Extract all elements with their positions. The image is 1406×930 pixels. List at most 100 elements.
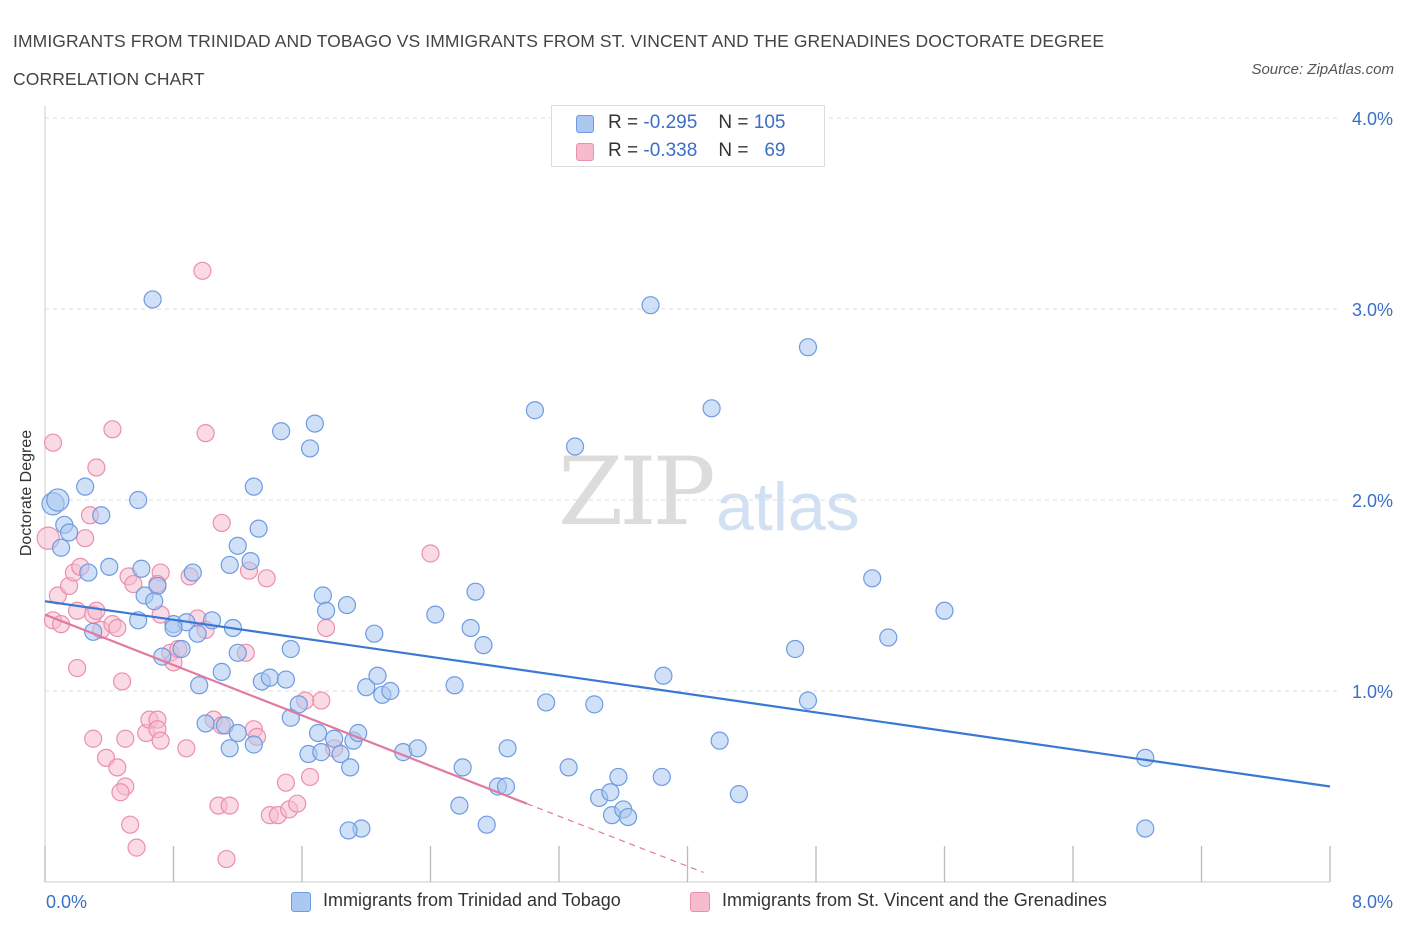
trinidad-point — [337, 595, 357, 615]
trinidad-point — [331, 744, 350, 764]
trinidad-point — [1136, 748, 1155, 767]
trinidad-point — [652, 767, 671, 787]
trinidad-point — [220, 555, 239, 575]
trinidad-point — [46, 488, 70, 512]
x-tick-label: 8.0% — [1352, 892, 1393, 912]
st-vincent-point — [212, 513, 231, 533]
trinidad-point — [76, 477, 95, 496]
trinidad-point — [525, 401, 545, 420]
st-vincent-point — [421, 544, 440, 563]
trinidad-point — [879, 628, 898, 647]
trinidad-point — [190, 676, 209, 695]
st-vincent-point — [300, 767, 320, 787]
trinidad-point — [145, 592, 164, 611]
st-vincent-point — [196, 424, 215, 443]
st-vincent-point — [116, 729, 135, 748]
legend-n-label: N = — [718, 140, 749, 161]
trinidad-point — [641, 296, 660, 315]
st-vincent-point — [127, 838, 146, 857]
trinidad-point — [260, 668, 279, 687]
trinidad-point — [79, 563, 98, 582]
trinidad-point — [559, 758, 578, 777]
trinidad-point — [132, 559, 151, 578]
trinidad-point — [935, 601, 954, 620]
y-tick-label: 1.0% — [1352, 682, 1393, 702]
trinidad-point — [798, 691, 818, 710]
tick-labels: 1.0% 2.0% 3.0% 4.0% 0.0% 8.0% — [46, 109, 1393, 912]
legend-r-value-2: -0.338 — [643, 140, 698, 161]
trinidad-point — [381, 681, 400, 701]
st-vincent-point — [121, 815, 140, 834]
series-trinidad-points — [41, 290, 1155, 840]
x-tick-label: 0.0% — [46, 892, 87, 912]
trinidad-point — [100, 557, 119, 576]
trinidad-point — [537, 693, 556, 712]
trinidad-point — [59, 523, 79, 542]
bottom-legend-label-st-vincent: Immigrants from St. Vincent and the Gren… — [722, 890, 1107, 910]
trinidad-point — [228, 643, 247, 662]
bottom-legend-label-trinidad: Immigrants from Trinidad and Tobago — [323, 890, 621, 910]
trinidad-point — [325, 729, 344, 748]
st-vincent-point — [76, 529, 95, 548]
trinidad-point — [129, 490, 148, 510]
watermark-atlas: atlas — [716, 469, 860, 545]
trinidad-point — [585, 695, 604, 714]
st-vincent-point — [103, 420, 122, 439]
st-vincent-point — [220, 796, 239, 815]
st-vincent-point — [217, 849, 236, 869]
bottom-legend-swatch-blue — [291, 892, 311, 912]
trinidad-point — [450, 796, 469, 815]
trinidad-point — [188, 624, 207, 643]
trinidad-point — [228, 723, 247, 743]
y-tick-label: 4.0% — [1352, 109, 1393, 129]
chart-title: IMMIGRANTS FROM TRINIDAD AND TOBAGO VS I… — [13, 31, 1105, 89]
y-tick-label: 3.0% — [1352, 300, 1393, 320]
legend-n-label: N = — [718, 112, 749, 133]
st-vincent-point — [108, 758, 127, 777]
trinidad-point — [51, 538, 71, 557]
trinidad-point — [729, 785, 749, 804]
bottom-legend-swatch-pink — [690, 892, 710, 912]
st-vincent-point — [124, 574, 143, 594]
trinidad-point — [143, 290, 162, 309]
st-vincent-point — [151, 731, 170, 750]
st-vincent-point — [257, 569, 276, 588]
legend-r-label: R = — [608, 112, 639, 133]
trinidad-point — [289, 695, 308, 714]
legend-swatch-blue — [576, 115, 594, 133]
st-vincent-point — [288, 794, 307, 813]
trinidad-point — [798, 338, 818, 357]
trinidad-point — [305, 414, 324, 433]
trinidad-point — [609, 767, 628, 787]
trinidad-point — [863, 569, 882, 588]
st-vincent-point — [87, 601, 106, 620]
trinidad-point — [316, 601, 336, 620]
st-vincent-point — [276, 773, 296, 792]
trinidad-point — [244, 735, 263, 754]
trinidad-point — [312, 743, 331, 762]
trinidad-point — [368, 666, 387, 685]
trinidad-point — [220, 739, 239, 758]
st-vincent-point — [312, 691, 331, 710]
trinidad-point — [461, 618, 480, 638]
trinidad-point — [357, 678, 376, 697]
st-vincent-point — [111, 783, 130, 802]
trinidad-point — [426, 605, 445, 624]
trinidad-point — [453, 758, 472, 777]
trinidad-point — [408, 739, 427, 758]
trinidad-point — [228, 536, 247, 555]
trinidad-point — [300, 439, 320, 458]
watermark-zip: ZIP — [558, 438, 716, 547]
trinidad-point — [341, 758, 360, 777]
legend-box: R = -0.295 N = 105 R = -0.338 N = 69 — [551, 105, 825, 167]
st-vincent-point — [68, 658, 87, 678]
y-tick-label: 2.0% — [1352, 491, 1393, 511]
trend-lines — [44, 600, 1331, 874]
st-vincent-point — [316, 618, 336, 638]
st-vincent-point — [84, 729, 103, 748]
st-vincent-point — [87, 458, 106, 477]
trinidad-point — [212, 662, 231, 682]
trinidad-point — [281, 639, 300, 659]
trinidad-point — [249, 519, 268, 538]
trinidad-point — [272, 422, 291, 441]
